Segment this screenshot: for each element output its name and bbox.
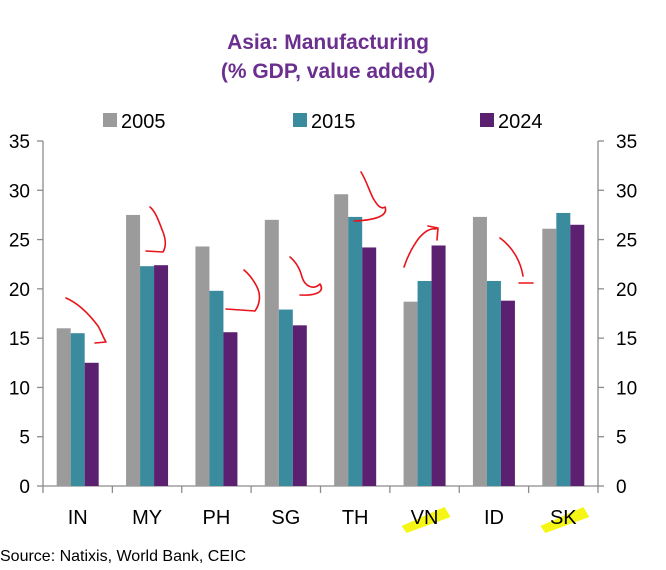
annotation-arrow-ph bbox=[225, 269, 261, 312]
annotation-arrow-my bbox=[145, 206, 167, 253]
y-tick-label-left: 0 bbox=[19, 477, 30, 498]
annotation-arrow-id bbox=[499, 237, 534, 284]
bar-sk-2005 bbox=[542, 228, 557, 486]
bar-ph-2015 bbox=[209, 290, 224, 486]
category-label-ph: PH bbox=[203, 507, 231, 529]
bar-my-2005 bbox=[126, 214, 141, 486]
axes: 0 0 5 5 10 10 15 15 20 20 25 25 30 30 35 35 bbox=[9, 132, 637, 498]
y-tick-label-left: 30 bbox=[9, 181, 30, 202]
bar-th-2015 bbox=[348, 216, 363, 486]
legend-label-2024: 2024 bbox=[498, 111, 543, 133]
bar-id-2024 bbox=[500, 300, 515, 486]
y-tick-label-left: 25 bbox=[9, 231, 30, 252]
annotation-arrow-th bbox=[353, 171, 387, 222]
bar-my-2015 bbox=[140, 266, 155, 486]
bar-sg-2015 bbox=[278, 309, 293, 486]
legend-swatch-2005 bbox=[103, 113, 117, 127]
chart-subtitle: (% GDP, value added) bbox=[221, 60, 435, 83]
bar-sg-2024 bbox=[292, 325, 307, 486]
y-tick-label-right: 35 bbox=[616, 132, 637, 153]
legend-swatch-2015 bbox=[293, 113, 307, 127]
bar-ph-2024 bbox=[223, 332, 238, 486]
legend-label-2005: 2005 bbox=[121, 111, 166, 133]
category-label-in: IN bbox=[68, 507, 88, 529]
source-note: Source: Natixis, World Bank, CEIC bbox=[0, 548, 246, 565]
bar-sk-2015 bbox=[556, 212, 571, 486]
bar-ph-2005 bbox=[195, 246, 210, 486]
category-label-my: MY bbox=[132, 507, 162, 529]
highlight-sk bbox=[540, 507, 590, 533]
bar-in-2024 bbox=[84, 362, 99, 486]
y-tick-label-right: 25 bbox=[616, 231, 637, 252]
chart-title: Asia: Manufacturing bbox=[227, 31, 429, 54]
bar-vn-2015 bbox=[417, 280, 432, 486]
highlight-marks bbox=[401, 507, 590, 533]
category-label-sk: SK bbox=[550, 507, 577, 529]
annotation-arrow-in bbox=[65, 297, 107, 344]
y-tick-label-right: 15 bbox=[616, 329, 637, 350]
highlight-vn bbox=[401, 507, 451, 533]
y-tick-label-left: 5 bbox=[19, 428, 30, 449]
legend-swatch-2024 bbox=[480, 113, 494, 127]
y-tick-label-right: 0 bbox=[616, 477, 627, 498]
bar-my-2024 bbox=[154, 265, 169, 486]
bar-in-2005 bbox=[56, 328, 71, 486]
category-labels: IN MY PH SG TH VN ID SK bbox=[68, 507, 578, 529]
category-label-th: TH bbox=[342, 507, 369, 529]
bar-vn-2024 bbox=[431, 245, 446, 486]
bar-id-2015 bbox=[486, 280, 501, 486]
bar-th-2024 bbox=[362, 247, 377, 486]
y-tick-label-right: 30 bbox=[616, 181, 637, 202]
legend-label-2015: 2015 bbox=[311, 111, 356, 133]
y-tick-label-right: 20 bbox=[616, 280, 637, 301]
bars bbox=[56, 194, 585, 487]
y-tick-label-right: 5 bbox=[616, 428, 627, 449]
y-tick-label-left: 35 bbox=[9, 132, 30, 153]
bar-vn-2005 bbox=[403, 301, 418, 486]
bar-th-2005 bbox=[334, 194, 349, 486]
handwritten-annotations bbox=[65, 171, 534, 344]
category-label-sg: SG bbox=[271, 507, 300, 529]
bar-sk-2024 bbox=[570, 224, 585, 487]
y-tick-label-right: 10 bbox=[616, 378, 637, 399]
y-tick-label-left: 10 bbox=[9, 378, 30, 399]
y-tick-label-left: 20 bbox=[9, 280, 30, 301]
y-tick-label-left: 15 bbox=[9, 329, 30, 350]
bar-sg-2005 bbox=[264, 219, 279, 486]
legend: 2005 2015 2024 bbox=[103, 111, 543, 133]
bar-id-2005 bbox=[472, 216, 487, 486]
annotation-arrow-vn bbox=[403, 225, 439, 268]
bar-in-2015 bbox=[70, 333, 85, 486]
category-label-id: ID bbox=[484, 507, 504, 529]
annotation-arrow-sg bbox=[289, 256, 323, 296]
category-label-vn: VN bbox=[411, 507, 439, 529]
